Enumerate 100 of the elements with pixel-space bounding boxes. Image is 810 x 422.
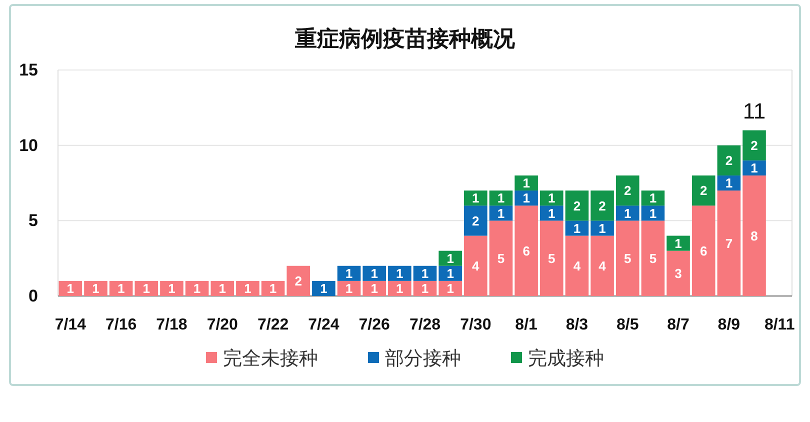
bar: [514, 190, 538, 206]
data-label: 4: [598, 258, 607, 274]
bar: [590, 236, 614, 296]
data-label: 5: [548, 251, 556, 266]
data-label: 1: [446, 251, 454, 266]
x-tick-label: 7/14: [54, 316, 86, 334]
data-label: 1: [548, 190, 556, 206]
bar: [692, 206, 716, 296]
bar: [362, 280, 386, 296]
data-label: 1: [396, 281, 404, 296]
bar: [134, 280, 158, 296]
data-label: 1: [649, 190, 657, 206]
data-label: 2: [725, 153, 733, 168]
x-tick-label: 7/18: [156, 316, 188, 334]
data-label: 1: [674, 236, 682, 251]
bar: [616, 220, 640, 296]
data-label: 1: [725, 176, 733, 191]
data-label: 1: [421, 266, 429, 282]
bar: [514, 206, 538, 296]
data-label: 1: [396, 266, 404, 282]
x-tick-label: 8/1: [515, 316, 538, 334]
bar: [312, 280, 336, 296]
bar: [590, 220, 614, 236]
data-label: 1: [573, 220, 581, 236]
bar: [464, 236, 488, 296]
data-label: 1: [142, 281, 150, 296]
data-label: 1: [117, 281, 125, 296]
data-label: 8: [750, 228, 758, 244]
bar: [464, 206, 488, 236]
x-tick-label: 7/20: [206, 316, 238, 334]
data-label: 4: [573, 258, 582, 274]
data-label: 1: [193, 281, 201, 296]
x-tick-label: 8/11: [764, 316, 795, 334]
data-label: 1: [624, 206, 632, 221]
x-tick-label: 7/28: [409, 316, 441, 334]
data-label: 6: [522, 243, 530, 258]
data-label: 2: [700, 183, 708, 198]
data-label: 1: [472, 190, 480, 206]
data-label: 1: [320, 281, 328, 296]
bar: [236, 280, 260, 296]
data-label: 1: [345, 266, 353, 282]
data-label: 7: [725, 236, 733, 251]
bar: [438, 266, 462, 281]
y-tick-label: 15: [19, 60, 38, 80]
bar: [388, 266, 412, 281]
x-tick-label: 7/26: [358, 316, 390, 334]
bar: [565, 236, 589, 296]
data-label: 2: [573, 198, 581, 214]
x-tick-label: 8/3: [566, 316, 588, 334]
data-label: 1: [370, 281, 378, 296]
data-label: 1: [244, 281, 252, 296]
x-tick-label: 8/7: [667, 316, 690, 334]
bar: [210, 280, 234, 296]
bar: [464, 190, 488, 206]
data-label: 1: [446, 281, 454, 296]
data-label: 1: [168, 281, 176, 296]
data-label: 1: [649, 206, 657, 221]
data-label: 1: [421, 281, 429, 296]
x-tick-label: 7/22: [257, 316, 289, 334]
data-label: 1: [497, 190, 505, 206]
legend-label: 完成接种: [528, 348, 604, 370]
bar: [489, 220, 513, 296]
bar: [540, 220, 564, 296]
bar: [641, 220, 665, 296]
x-tick-label: 7/24: [308, 316, 340, 334]
data-label: 1: [750, 160, 758, 176]
bar: [540, 190, 564, 206]
data-label: 1: [370, 266, 378, 282]
data-label: 1: [345, 281, 353, 296]
bar: [565, 190, 589, 221]
data-label: 1: [66, 281, 74, 296]
bar: [160, 280, 184, 296]
bar: [590, 190, 614, 221]
bar: [84, 280, 108, 296]
legend-label: 完全未接种: [223, 348, 318, 370]
bar: [438, 250, 462, 266]
bar: [717, 145, 741, 176]
data-label: 1: [497, 206, 505, 221]
data-label: 5: [497, 251, 505, 266]
data-label: 1: [522, 176, 530, 191]
data-label: 1: [269, 281, 277, 296]
data-label: 2: [624, 183, 632, 198]
bar: [666, 236, 690, 251]
data-label: 5: [624, 251, 632, 266]
bar: [616, 175, 640, 206]
data-label: 1: [548, 206, 556, 221]
y-tick-label: 0: [28, 286, 38, 306]
bar: [742, 130, 766, 160]
data-label: 4: [472, 258, 480, 274]
data-label: 1: [218, 281, 226, 296]
data-label: 2: [750, 138, 758, 154]
data-label: 6: [700, 243, 708, 258]
total-label: 11: [742, 98, 766, 124]
y-tick-label: 10: [19, 136, 38, 155]
bar: [540, 206, 564, 221]
bar: [742, 175, 766, 296]
data-label: 2: [472, 213, 480, 228]
data-label: 5: [649, 251, 657, 266]
bar: [742, 160, 766, 176]
bar: [692, 175, 716, 206]
